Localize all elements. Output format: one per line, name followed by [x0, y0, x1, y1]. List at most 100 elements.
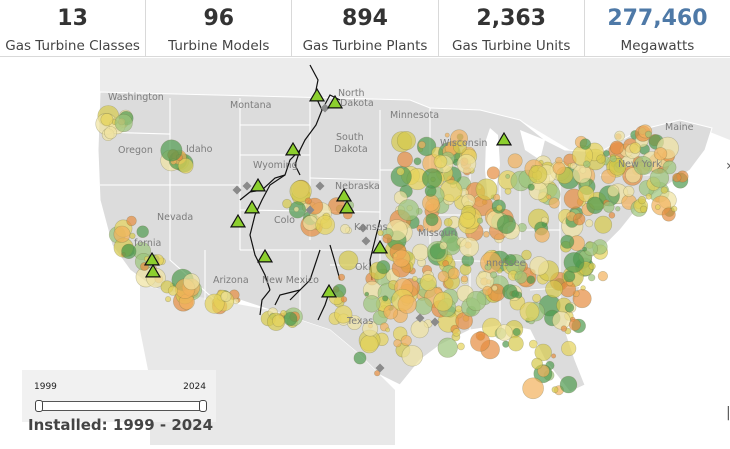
plant-circle[interactable]: [433, 154, 448, 169]
plant-circle[interactable]: [182, 273, 200, 291]
plant-circle[interactable]: [512, 327, 521, 337]
plant-circle[interactable]: [304, 197, 312, 205]
plant-circle[interactable]: [382, 295, 389, 302]
plant-circle[interactable]: [315, 215, 336, 235]
plant-circle[interactable]: [476, 217, 484, 224]
plant-circle[interactable]: [455, 305, 463, 313]
turbine-triangle-marker[interactable]: [229, 213, 247, 228]
plant-circle[interactable]: [614, 130, 625, 142]
plant-circle[interactable]: [629, 142, 642, 154]
turbine-triangle-marker[interactable]: [249, 177, 267, 192]
plant-circle[interactable]: [165, 296, 172, 303]
plant-circle[interactable]: [417, 140, 426, 149]
plant-circle[interactable]: [496, 214, 517, 234]
plant-circle[interactable]: [577, 185, 595, 203]
plant-circle[interactable]: [603, 201, 615, 213]
plant-circle[interactable]: [293, 206, 300, 213]
turbine-triangle-marker[interactable]: [143, 251, 161, 266]
plant-circle[interactable]: [282, 198, 292, 209]
plant-circle[interactable]: [413, 157, 422, 166]
plant-circle[interactable]: [561, 340, 577, 357]
plant-circle[interactable]: [522, 377, 544, 400]
turbine-triangle-marker[interactable]: [335, 187, 353, 202]
turbine-triangle-marker[interactable]: [495, 131, 513, 146]
plant-circle[interactable]: [456, 154, 477, 174]
plant-circle[interactable]: [396, 167, 405, 176]
slider-handle-start[interactable]: [35, 400, 43, 412]
plant-circle[interactable]: [662, 160, 677, 175]
plant-circle[interactable]: [560, 325, 568, 332]
plant-circle[interactable]: [615, 206, 621, 212]
plant-circle[interactable]: [596, 154, 606, 164]
plant-circle[interactable]: [551, 386, 559, 394]
plant-circle[interactable]: [505, 173, 511, 179]
plant-circle[interactable]: [594, 215, 613, 234]
plant-circles[interactable]: [95, 105, 689, 400]
plant-circle[interactable]: [519, 301, 540, 322]
plant-circle[interactable]: [579, 138, 591, 150]
plant-circle[interactable]: [551, 353, 557, 359]
plant-circle[interactable]: [608, 158, 627, 176]
plant-circle[interactable]: [502, 340, 510, 348]
plant-circle[interactable]: [637, 196, 647, 205]
plant-circle[interactable]: [439, 241, 448, 250]
plant-circle[interactable]: [447, 267, 460, 280]
plant-circle[interactable]: [419, 274, 437, 291]
plant-circle[interactable]: [280, 310, 287, 317]
plant-circle[interactable]: [484, 263, 492, 271]
turbine-triangle-marker[interactable]: [308, 87, 326, 102]
plant-circle[interactable]: [385, 327, 391, 333]
plant-circle[interactable]: [393, 339, 402, 348]
plant-circle[interactable]: [459, 237, 480, 258]
plant-circle[interactable]: [526, 275, 536, 285]
plant-circle[interactable]: [289, 180, 312, 203]
plant-circle[interactable]: [104, 126, 118, 140]
plant-circle[interactable]: [645, 193, 652, 200]
slider-track[interactable]: [35, 400, 207, 412]
installed-year-slider[interactable]: 1999 2024: [22, 370, 216, 422]
plant-circle[interactable]: [457, 342, 465, 351]
plant-circle[interactable]: [220, 291, 232, 302]
plant-circle[interactable]: [421, 168, 443, 189]
plant-circle[interactable]: [459, 211, 476, 229]
plant-circle[interactable]: [177, 158, 194, 174]
plant-circle[interactable]: [654, 204, 661, 210]
plant-circle[interactable]: [302, 215, 318, 231]
plant-circle[interactable]: [486, 166, 500, 180]
plant-circle[interactable]: [452, 328, 461, 337]
plant-circle[interactable]: [437, 337, 458, 358]
plant-circle[interactable]: [401, 345, 423, 367]
plant-circle[interactable]: [529, 256, 549, 276]
plant-circle[interactable]: [672, 173, 682, 183]
turbine-triangle-marker[interactable]: [320, 283, 338, 298]
turbine-triangle-marker[interactable]: [326, 94, 344, 109]
plant-circle[interactable]: [340, 223, 350, 234]
plant-circle[interactable]: [653, 147, 668, 161]
plant-circle[interactable]: [546, 194, 552, 200]
plant-circle[interactable]: [548, 197, 560, 209]
plant-circle[interactable]: [129, 232, 136, 239]
plant-circle[interactable]: [364, 291, 370, 297]
plant-circle[interactable]: [362, 320, 379, 337]
plant-circle[interactable]: [495, 204, 503, 212]
turbine-triangle-marker[interactable]: [243, 199, 261, 214]
plant-circle[interactable]: [597, 271, 609, 282]
turbine-triangle-marker[interactable]: [144, 263, 162, 278]
plant-circle[interactable]: [340, 296, 348, 303]
plant-circle[interactable]: [607, 184, 620, 197]
green-triangle-markers[interactable]: [143, 87, 513, 298]
plant-circle[interactable]: [374, 370, 381, 377]
plant-circle[interactable]: [532, 293, 541, 303]
plant-circle[interactable]: [608, 212, 616, 219]
plant-circle[interactable]: [639, 205, 648, 214]
plant-circle[interactable]: [390, 165, 412, 188]
plant-circle[interactable]: [126, 215, 137, 227]
plant-circle[interactable]: [382, 233, 393, 244]
plant-circle[interactable]: [437, 270, 450, 283]
plant-circle[interactable]: [560, 234, 575, 249]
plant-circle[interactable]: [363, 295, 381, 313]
plant-circle[interactable]: [649, 168, 670, 188]
plant-circle[interactable]: [633, 156, 653, 176]
plant-circle[interactable]: [511, 290, 520, 298]
plant-circle[interactable]: [460, 275, 469, 283]
